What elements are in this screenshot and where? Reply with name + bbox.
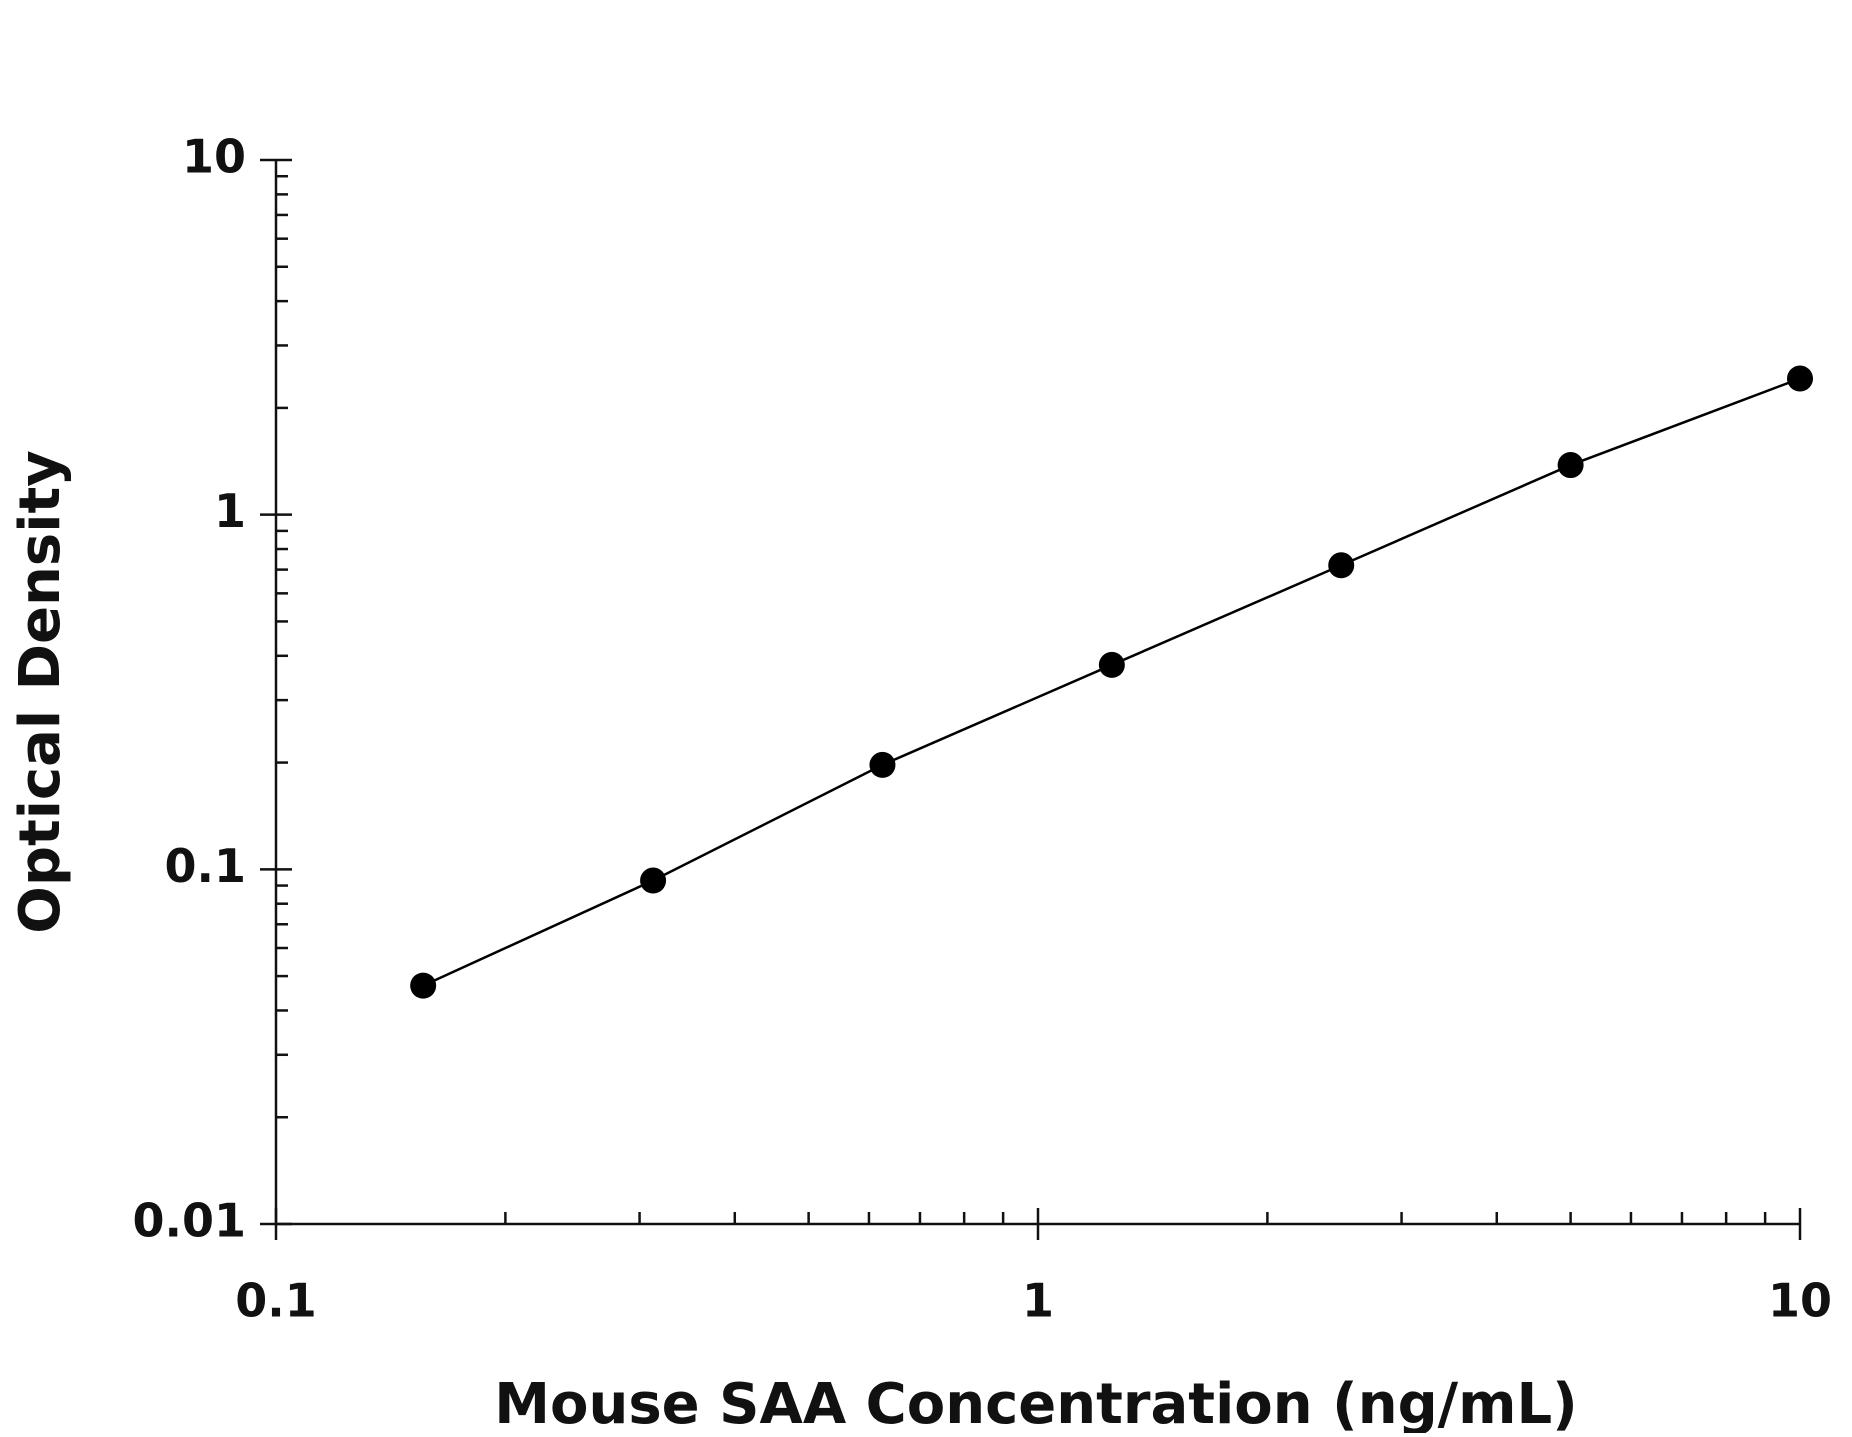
x-tick-label: 1 xyxy=(1022,1274,1054,1328)
data-point xyxy=(1557,452,1584,479)
data-point xyxy=(640,867,667,894)
x-tick-label: 10 xyxy=(1768,1274,1832,1328)
data-point xyxy=(1098,651,1125,678)
data-point xyxy=(410,972,437,999)
y-tick-label: 0.01 xyxy=(133,1194,247,1248)
data-point xyxy=(869,751,896,778)
y-axis-title: Optical Density xyxy=(8,450,73,933)
data-point xyxy=(1787,365,1813,392)
y-tick-label: 1 xyxy=(214,484,246,538)
x-axis-title: Mouse SAA Concentration (ng/mL) xyxy=(494,1372,1577,1433)
data-point xyxy=(1328,552,1355,579)
x-tick-label: 0.1 xyxy=(235,1274,317,1328)
y-tick-label: 10 xyxy=(182,130,246,184)
fit-line xyxy=(422,377,1801,987)
y-tick-label: 0.1 xyxy=(165,839,247,893)
